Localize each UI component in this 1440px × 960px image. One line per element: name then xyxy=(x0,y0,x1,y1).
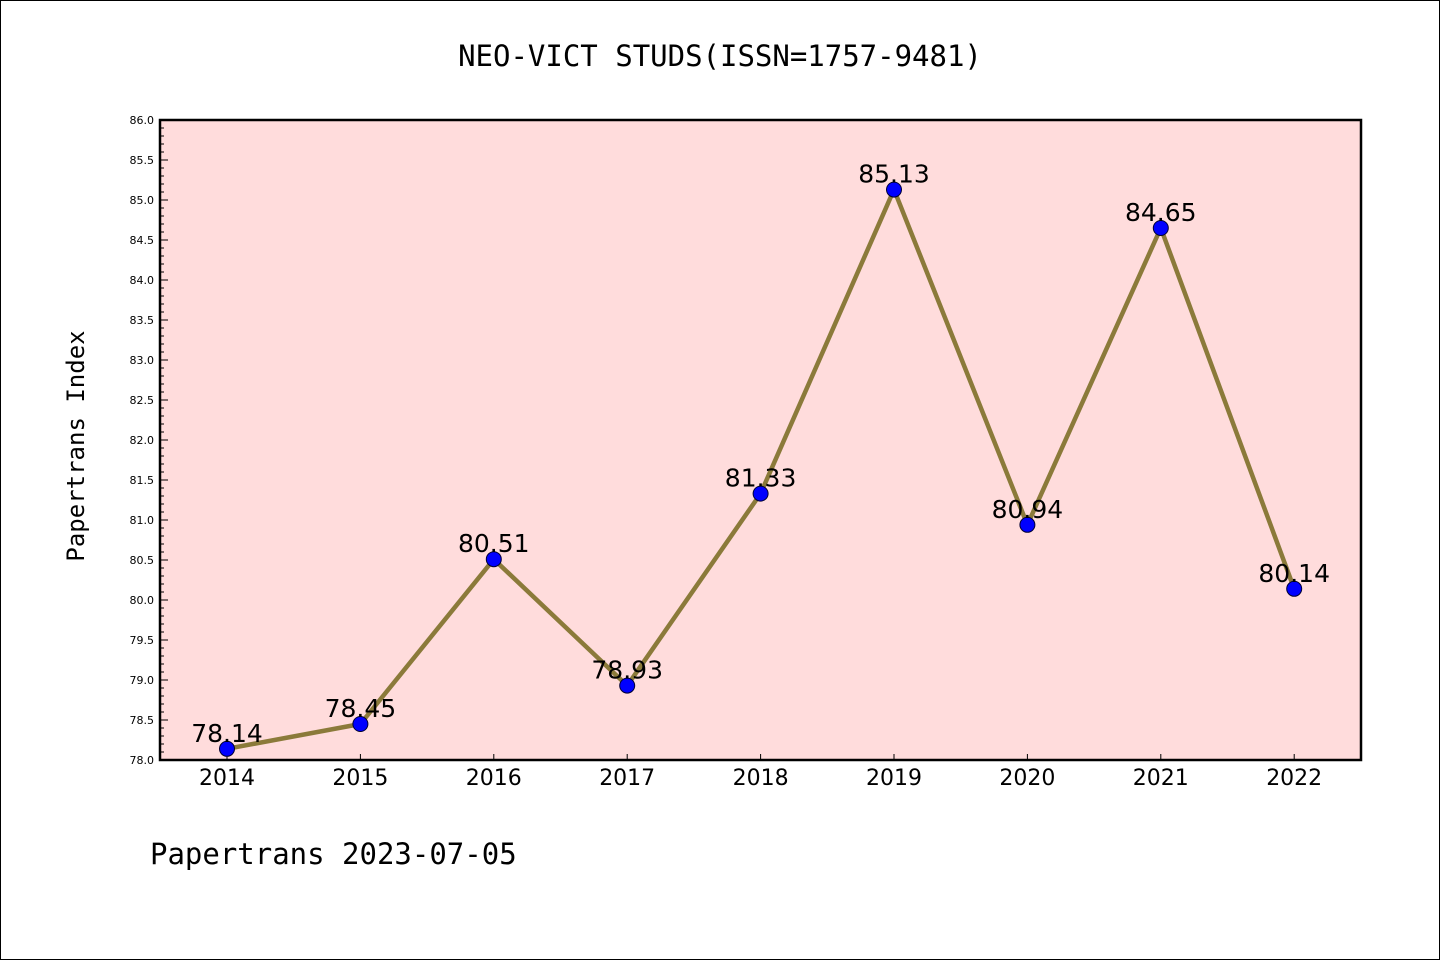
data-label: 81.33 xyxy=(725,464,797,493)
data-label: 80.94 xyxy=(992,495,1064,524)
data-point xyxy=(619,677,636,694)
y-tick-label: 85.0 xyxy=(130,194,155,207)
plot-border xyxy=(158,118,1363,762)
x-tick-label: 2014 xyxy=(199,766,255,791)
x-tick-label: 2015 xyxy=(332,766,388,791)
data-label: 78.14 xyxy=(191,719,263,748)
data-point xyxy=(1152,220,1169,236)
y-axis-label: Papertrans Index xyxy=(62,330,90,561)
data-point xyxy=(1286,580,1303,597)
data-label: 78.93 xyxy=(591,656,663,685)
footer-date: Papertrans 2023-07-05 xyxy=(150,837,517,871)
x-tick-label: 2020 xyxy=(999,766,1055,791)
y-tick-label: 82.5 xyxy=(130,394,155,407)
y-tick-label: 79.5 xyxy=(130,634,155,647)
y-tick-label: 80.0 xyxy=(130,594,155,607)
y-tick-label: 79.0 xyxy=(130,674,155,687)
x-tick-label: 2019 xyxy=(866,766,922,791)
data-point xyxy=(352,716,369,732)
x-tick-label: 2021 xyxy=(1133,766,1189,791)
y-tick-label: 81.5 xyxy=(130,474,155,487)
y-tick-label: 83.5 xyxy=(130,314,155,327)
y-tick-label: 80.5 xyxy=(130,554,155,567)
data-label: 78.45 xyxy=(325,694,397,723)
data-point xyxy=(752,485,769,502)
data-point xyxy=(886,181,902,198)
data-point xyxy=(485,551,502,568)
y-tick-label: 81.0 xyxy=(130,514,155,527)
data-point xyxy=(1019,516,1036,533)
y-tick-label: 86.0 xyxy=(130,114,155,127)
y-axis-ticks: 78.0 78.5 79.0 79.5 80.0 80.5 81.0 81.5 82.0 82.5… xyxy=(130,114,168,767)
y-tick-label: 78.5 xyxy=(130,714,155,727)
data-labels: 78.14 78.45 80.51 78.93 81.33 85.13 80.94 84.65… xyxy=(191,160,1330,748)
x-tick-label: 2016 xyxy=(466,766,522,791)
data-label: 85.13 xyxy=(858,160,930,189)
data-label: 84.65 xyxy=(1125,198,1197,227)
y-tick-label: 84.5 xyxy=(130,234,155,247)
y-tick-label: 78.0 xyxy=(130,754,155,767)
x-tick-label: 2018 xyxy=(733,766,789,791)
series-layer xyxy=(219,181,1303,757)
y-tick-label: 83.0 xyxy=(130,354,155,367)
x-tick-label: 2017 xyxy=(599,766,655,791)
y-tick-label: 84.0 xyxy=(130,274,155,287)
x-axis-ticks: 2014 2015 2016 2017 2018 2019 2020 2021 2022 xyxy=(199,754,1322,791)
y-tick-label: 85.5 xyxy=(130,154,155,167)
x-tick-label: 2022 xyxy=(1266,766,1322,791)
data-label: 80.51 xyxy=(458,529,530,558)
chart-title: NEO-VICT STUDS(ISSN=1757-9481) xyxy=(458,39,982,73)
data-label: 80.14 xyxy=(1258,559,1330,588)
data-point xyxy=(219,740,235,757)
y-tick-label: 82.0 xyxy=(130,434,155,447)
